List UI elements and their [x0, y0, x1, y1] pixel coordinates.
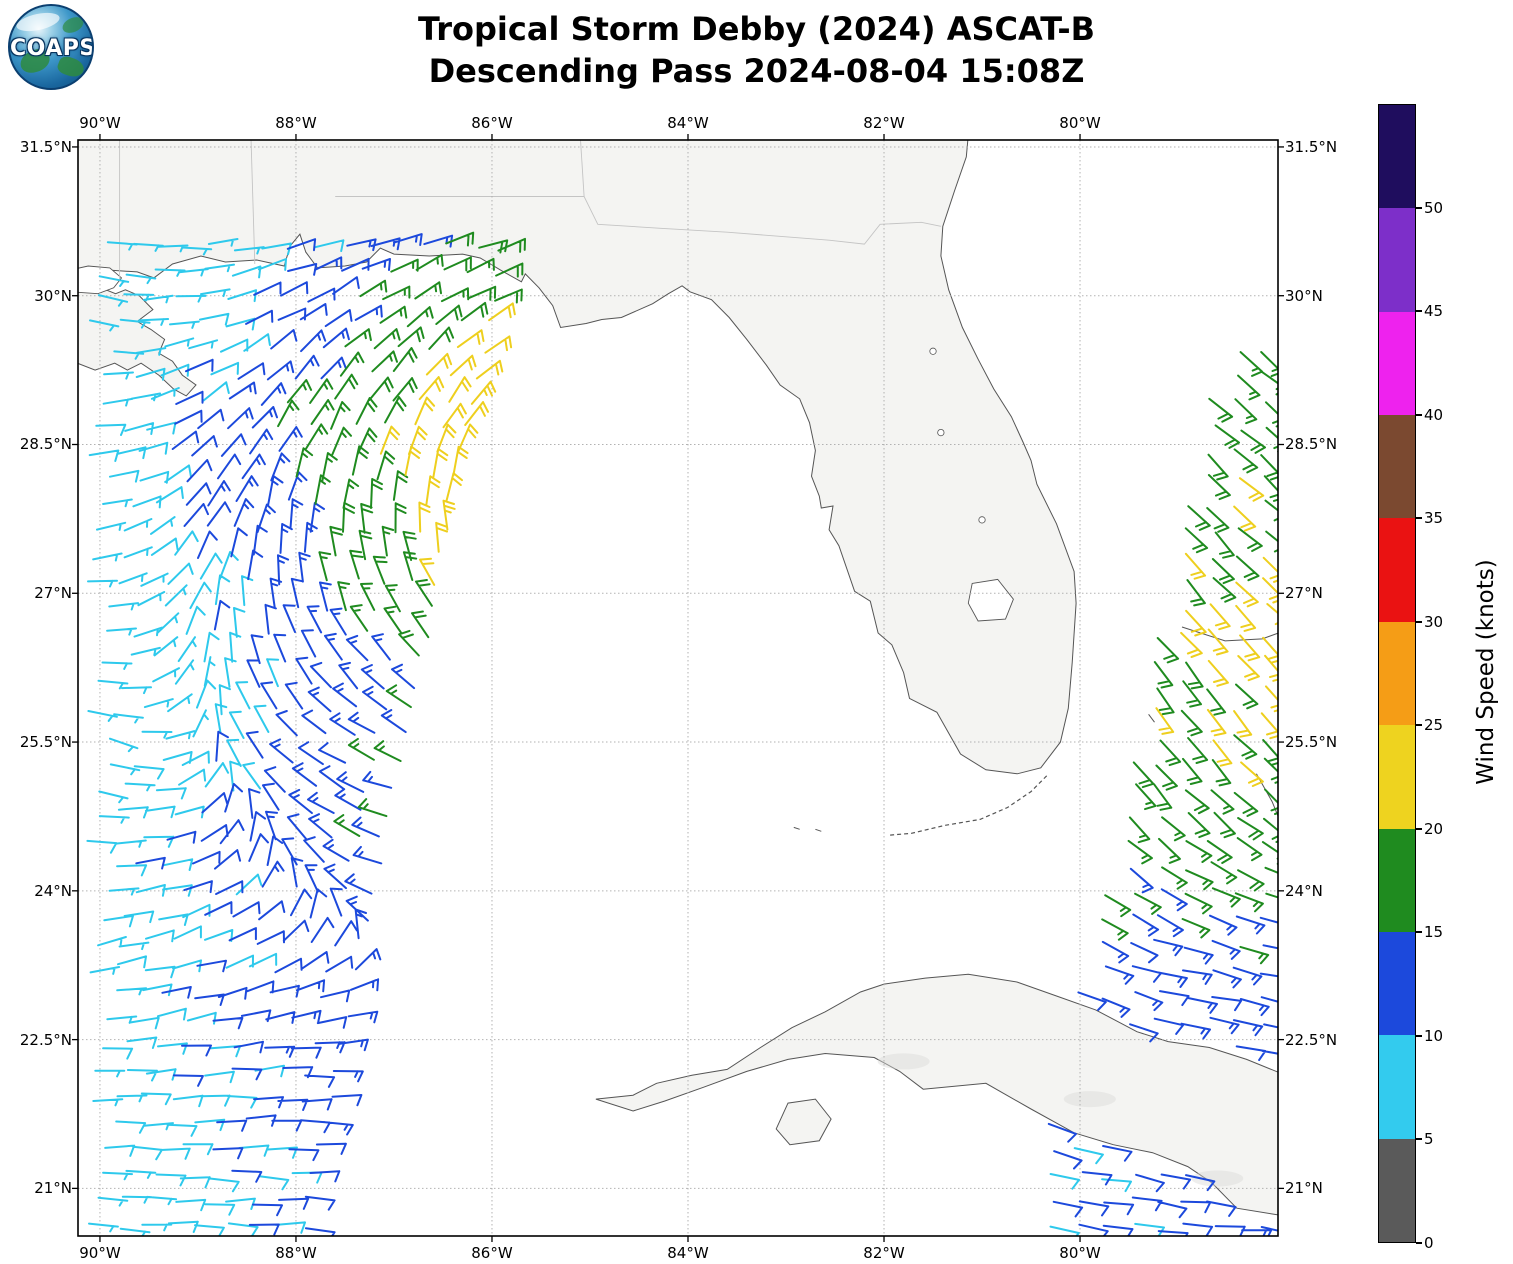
- figure-title: Tropical Storm Debby (2024) ASCAT-B Desc…: [0, 8, 1513, 92]
- title-line-2: Descending Pass 2024-08-04 15:08Z: [428, 52, 1085, 90]
- colorbar-tick-mark: [1416, 1242, 1422, 1244]
- colorbar-segment: [1379, 621, 1415, 726]
- island-outline: [815, 828, 822, 832]
- colorbar-tick-label: 0: [1424, 1234, 1434, 1252]
- colorbar-tick-label: 35: [1424, 509, 1444, 528]
- colorbar-tick-mark: [1416, 620, 1422, 623]
- island-outline: [793, 826, 800, 830]
- state-border: [583, 196, 941, 245]
- small-lake: [978, 516, 986, 524]
- x-tick-label-top: 90°W: [79, 114, 121, 132]
- y-tick-label-left: 24°N: [34, 881, 72, 900]
- colorbar-tick-mark: [1416, 1034, 1422, 1037]
- y-tick-label-right: 22.5°N: [1285, 1030, 1338, 1049]
- gridlines-layer: [78, 140, 1278, 1236]
- y-tick-label-left: 30°N: [34, 286, 72, 305]
- cuba-terrain-shading: [1191, 1170, 1244, 1187]
- isla-juventud-coastline: [775, 1098, 832, 1146]
- x-tick-label-bottom: 80°W: [1059, 1244, 1101, 1262]
- colorbar-tick-mark: [1416, 413, 1422, 416]
- y-tick-label-right: 31.5°N: [1285, 137, 1338, 156]
- colorbar-tick-label: 15: [1424, 923, 1444, 942]
- colorbar-label: Wind Speed (knots): [1473, 559, 1499, 785]
- colorbar-tick-label: 50: [1424, 198, 1444, 217]
- state-border: [580, 140, 585, 197]
- y-tick-label-right: 27°N: [1285, 584, 1323, 603]
- x-tick-label-bottom: 82°W: [863, 1244, 905, 1262]
- plot-frame: [77, 139, 1279, 1237]
- x-tick-label-bottom: 90°W: [79, 1244, 121, 1262]
- state-border: [250, 140, 256, 265]
- y-tick-label-left: 22.5°N: [19, 1030, 72, 1049]
- colorbar-tick-label: 5: [1424, 1130, 1434, 1149]
- y-tick-label-right: 25.5°N: [1285, 733, 1338, 752]
- x-tick-label-top: 82°W: [863, 114, 905, 132]
- wind-barbs-green: [277, 231, 1278, 965]
- cuba-terrain-shading: [1063, 1091, 1116, 1108]
- x-tick-label-top: 84°W: [667, 114, 709, 132]
- wind-barbs-blue: [135, 233, 1278, 1236]
- colorbar: [1378, 104, 1416, 1243]
- y-tick-label-left: 31.5°N: [19, 137, 72, 156]
- colorbar-tick-label: 40: [1424, 405, 1444, 424]
- colorbar-segment: [1379, 931, 1415, 1036]
- florida-keys: [887, 775, 1048, 836]
- x-tick-label-bottom: 88°W: [275, 1244, 317, 1262]
- y-tick-label-left: 28.5°N: [19, 435, 72, 454]
- lake-okeechobee: [967, 578, 1014, 622]
- y-tick-label-right: 28.5°N: [1285, 435, 1338, 454]
- title-line-1: Tropical Storm Debby (2024) ASCAT-B: [417, 10, 1096, 48]
- y-tick-label-right: 24°N: [1285, 881, 1323, 900]
- wind-barbs-yellow: [379, 302, 1278, 787]
- small-lake: [929, 347, 937, 355]
- y-tick-label-left: 21°N: [34, 1179, 72, 1198]
- coaps-logo: COAPS: [8, 4, 94, 90]
- colorbar-segment: [1379, 1035, 1415, 1139]
- map-plot: [72, 134, 1284, 1242]
- island-outline: [1148, 714, 1155, 723]
- x-tick-label-top: 88°W: [275, 114, 317, 132]
- x-tick-label-bottom: 84°W: [667, 1244, 709, 1262]
- lake-pontchartrain: [78, 265, 123, 295]
- cuba-coastline: [595, 973, 1278, 1216]
- x-tick-label-top: 86°W: [471, 114, 513, 132]
- colorbar-segment: [1379, 828, 1415, 932]
- wind-barbs-layer: [86, 231, 1278, 1236]
- small-lake: [937, 428, 945, 437]
- colorbar-segment: [1379, 208, 1415, 312]
- colorbar-tick-mark: [1416, 931, 1422, 934]
- colorbar-segment: [1379, 311, 1415, 416]
- colorbar-segment: [1379, 518, 1415, 622]
- colorbar-tick-label: 30: [1424, 612, 1444, 631]
- colorbar-tick-mark: [1416, 1138, 1422, 1141]
- coaps-logo-text: COAPS: [10, 36, 94, 61]
- land-layer: [78, 140, 1278, 1216]
- colorbar-tick-mark: [1416, 827, 1422, 830]
- colorbar-tick-mark: [1416, 206, 1422, 209]
- y-tick-label-left: 25.5°N: [19, 733, 72, 752]
- colorbar-tick-label: 10: [1424, 1026, 1444, 1045]
- colorbar-segment: [1379, 725, 1415, 829]
- colorbar-segment: [1379, 1138, 1415, 1242]
- colorbar-tick-label: 25: [1424, 716, 1444, 735]
- colorbar-tick-mark: [1416, 517, 1422, 520]
- colorbar-tick-label: 20: [1424, 819, 1444, 838]
- colorbar-segment: [1379, 415, 1415, 519]
- colorbar-tick-mark: [1416, 310, 1422, 313]
- x-tick-label-bottom: 86°W: [471, 1244, 513, 1262]
- colorbar-tick-mark: [1416, 724, 1422, 727]
- cuba-terrain-shading: [877, 1053, 930, 1070]
- x-tick-label-top: 80°W: [1059, 114, 1101, 132]
- y-tick-label-right: 30°N: [1285, 286, 1323, 305]
- wind-barbs-cyan: [86, 238, 1165, 1236]
- y-tick-label-left: 27°N: [34, 584, 72, 603]
- y-tick-label-right: 21°N: [1285, 1179, 1323, 1198]
- colorbar-tick-label: 45: [1424, 302, 1444, 321]
- colorbar-segment: [1379, 105, 1415, 209]
